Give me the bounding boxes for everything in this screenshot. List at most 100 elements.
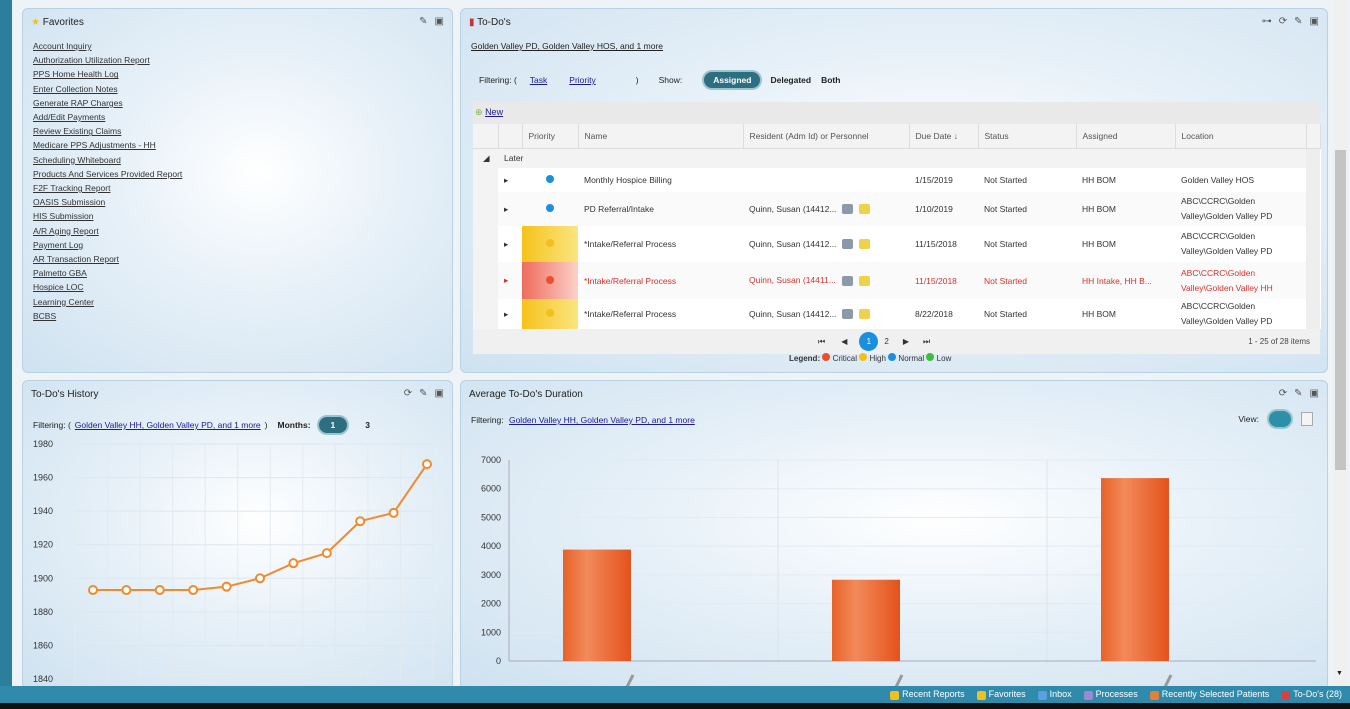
favorite-link[interactable]: Hospice LOC xyxy=(33,282,84,293)
filter-task-link[interactable]: Task xyxy=(529,75,548,85)
favorite-link[interactable]: Review Existing Claims xyxy=(33,126,122,137)
history-title: To-Do's History xyxy=(31,389,99,400)
grid-view-button[interactable] xyxy=(1301,412,1313,426)
page-1-button[interactable]: 1 xyxy=(859,332,879,351)
favorite-link[interactable]: Account Inquiry xyxy=(33,41,92,51)
resident-card-icon[interactable] xyxy=(842,309,854,320)
edit-icon[interactable]: ✎ xyxy=(419,388,428,399)
column-header[interactable]: Priority xyxy=(522,124,579,149)
footer-link[interactable]: Favorites xyxy=(976,689,1026,700)
favorite-link[interactable]: HIS Submission xyxy=(33,211,94,222)
column-header[interactable] xyxy=(473,124,499,149)
edit-icon[interactable]: ✎ xyxy=(419,16,428,27)
favorite-link[interactable]: Add/Edit Payments xyxy=(33,112,106,123)
favorite-link[interactable]: Scheduling Whiteboard xyxy=(33,154,121,165)
prev-page-button[interactable]: ◀ xyxy=(841,337,848,346)
resident-card-icon[interactable] xyxy=(842,239,854,250)
y-tick-label: 1960 xyxy=(33,473,53,483)
maximize-icon[interactable]: ▣ xyxy=(1309,16,1319,27)
todos-panel: ▮ To-Do's ⊶ ⟳ ✎ ▣ Golden Valley PD, Golden … xyxy=(460,8,1328,373)
footer-link[interactable]: Processes xyxy=(1083,689,1138,700)
resident-card-icon[interactable] xyxy=(842,204,854,215)
favorite-link[interactable]: Payment Log xyxy=(33,239,84,250)
footer-link[interactable]: Inbox xyxy=(1037,689,1072,700)
favorite-link[interactable]: Generate RAP Charges xyxy=(33,97,123,108)
todo-row[interactable]: ▸ *Intake/Referral Process Quinn, Susan … xyxy=(473,226,1320,262)
favorite-link[interactable]: Enter Collection Notes xyxy=(33,83,118,94)
show-both-button[interactable]: Both xyxy=(821,75,841,85)
column-header[interactable]: Resident (Adm Id) or Personnel xyxy=(743,124,910,149)
favorite-link[interactable]: Medicare PPS Adjustments - HH xyxy=(33,140,156,151)
favorite-link[interactable]: PPS Home Health Log xyxy=(33,69,119,80)
page-scrollbar-thumb[interactable] xyxy=(1335,150,1346,470)
chart-folder-icon[interactable] xyxy=(859,309,871,320)
column-header[interactable]: Name xyxy=(578,124,744,149)
chart-folder-icon[interactable] xyxy=(859,204,871,215)
add-icon[interactable]: ⊕ xyxy=(475,107,483,117)
maximize-icon[interactable]: ▣ xyxy=(1309,388,1319,399)
column-header[interactable]: Due Date ↓ xyxy=(909,124,979,149)
favorite-link[interactable]: A/R Aging Report xyxy=(33,225,99,236)
chart-view-button[interactable] xyxy=(1267,409,1293,429)
todos-filter-link[interactable]: Golden Valley PD, Golden Valley HOS, and… xyxy=(471,41,663,51)
expand-row-icon[interactable]: ▸ xyxy=(504,238,509,249)
first-page-button[interactable]: ⏮ xyxy=(818,336,826,346)
resident-card-icon[interactable] xyxy=(841,275,853,286)
column-header[interactable] xyxy=(498,124,523,149)
todo-row[interactable]: ▸ *Intake/Referral Process Quinn, Susan … xyxy=(473,262,1320,299)
expand-row-icon[interactable]: ▸ xyxy=(504,174,509,185)
todo-row[interactable]: ▸ Monthly Hospice Billing 1/15/2019 Not S… xyxy=(473,168,1320,192)
show-assigned-button[interactable]: Assigned xyxy=(702,70,763,90)
filter-priority-link[interactable]: Priority xyxy=(569,75,596,85)
last-page-button[interactable]: ⏭ xyxy=(922,336,931,346)
chart-folder-icon[interactable] xyxy=(858,275,870,286)
footer-link[interactable]: Recent Reports xyxy=(890,689,965,700)
todo-row[interactable]: ▸ PD Referral/Intake Quinn, Susan (14412… xyxy=(473,192,1320,226)
y-tick-label: 3000 xyxy=(481,570,501,580)
show-delegated-button[interactable]: Delegated xyxy=(770,75,812,85)
column-header[interactable]: Location xyxy=(1175,124,1307,149)
favorite-link[interactable]: OASIS Submission xyxy=(33,197,106,208)
star-icon: ★ xyxy=(31,17,40,28)
scroll-down-arrow[interactable]: ▼ xyxy=(1336,670,1343,677)
favorite-link[interactable]: Palmetto GBA xyxy=(33,268,87,279)
footer-link[interactable]: Recently Selected Patients xyxy=(1149,689,1269,700)
expand-row-icon[interactable]: ▸ xyxy=(504,275,509,285)
y-tick-label: 4000 xyxy=(481,541,501,551)
refresh-icon[interactable]: ⟳ xyxy=(1278,388,1288,399)
column-header[interactable]: Status xyxy=(978,124,1077,149)
expand-row-icon[interactable]: ▸ xyxy=(504,308,509,319)
refresh-icon[interactable]: ⟳ xyxy=(1278,16,1288,27)
footer-link[interactable]: To-Do's (28) xyxy=(1281,689,1342,700)
y-tick-label: 1000 xyxy=(481,627,501,637)
new-todo-link[interactable]: New xyxy=(485,107,504,117)
edit-icon[interactable]: ✎ xyxy=(1294,388,1303,399)
refresh-icon[interactable]: ⟳ xyxy=(403,388,413,399)
maximize-icon[interactable]: ▣ xyxy=(434,16,444,27)
favorite-link[interactable]: Products And Services Provided Report xyxy=(33,168,183,179)
favorite-link[interactable]: BCBS xyxy=(33,310,57,321)
favorite-link[interactable]: Learning Center xyxy=(33,296,94,307)
chart-folder-icon[interactable] xyxy=(859,239,871,250)
page-scrollbar[interactable]: ▼ xyxy=(1333,0,1348,686)
group-row-later[interactable]: ◢ Later xyxy=(473,148,1320,168)
footer-item-icon xyxy=(890,690,900,700)
column-header[interactable]: Assigned xyxy=(1076,124,1176,149)
duration-filter-link[interactable]: Golden Valley HH, Golden Valley PD, and … xyxy=(508,415,695,425)
edit-icon[interactable]: ✎ xyxy=(1294,16,1303,27)
favorite-link[interactable]: AR Transaction Report xyxy=(33,254,119,265)
collapse-icon[interactable]: ◢ xyxy=(473,148,498,168)
page-2-button[interactable]: 2 xyxy=(884,337,889,346)
months-3-button[interactable]: 3 xyxy=(365,420,370,430)
maximize-icon[interactable]: ▣ xyxy=(434,388,444,399)
next-page-button[interactable]: ▶ xyxy=(902,337,909,346)
duration-bar xyxy=(1101,478,1169,661)
history-filter-link[interactable]: Golden Valley HH, Golden Valley PD, and … xyxy=(74,420,261,430)
months-1-button[interactable]: 1 xyxy=(316,415,350,435)
history-data-point xyxy=(154,585,165,596)
todo-row[interactable]: ▸ *Intake/Referral Process Quinn, Susan … xyxy=(473,299,1320,329)
favorite-link[interactable]: F2F Tracking Report xyxy=(33,183,111,194)
favorite-link[interactable]: Authorization Utilization Report xyxy=(33,55,150,66)
toggle-icon[interactable]: ⊶ xyxy=(1261,16,1272,27)
expand-row-icon[interactable]: ▸ xyxy=(504,203,509,214)
